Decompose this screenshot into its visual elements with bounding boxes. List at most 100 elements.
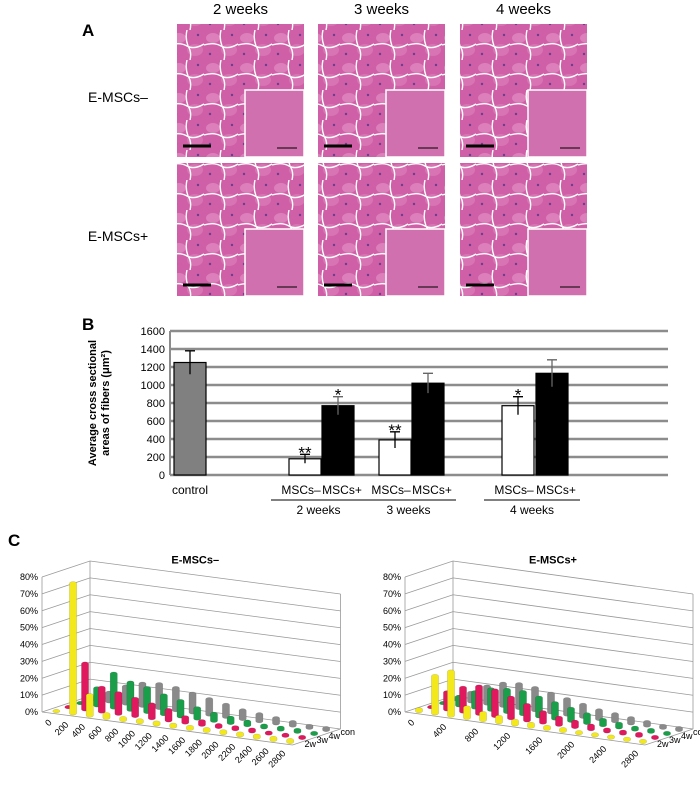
bar [148,702,156,721]
x-tick-label: 400 [69,722,87,740]
legend-label: 4w [329,731,341,741]
bar [293,728,302,734]
x-tick-label: 0 [43,717,54,728]
bar [571,719,579,729]
x-tick-label: MSCs– [371,483,411,497]
bar [226,715,235,725]
bar [238,708,247,721]
bar [495,715,503,725]
y-tick-label: 40% [20,640,38,650]
legend-label: 2w [305,739,317,749]
axis-line [292,728,341,746]
bar [322,726,330,732]
column-label: 3 weeks [354,1,409,18]
bar [619,729,627,736]
bar [169,722,178,729]
bar [479,711,487,722]
y-axis-label: Average cross sectional [87,340,99,466]
column-label: 4 weeks [496,1,551,18]
legend-label: con [341,727,356,737]
panel-label: C [8,531,20,550]
bar [152,720,161,727]
x-tick-label: 2800 [266,748,287,769]
grid-line [404,611,694,646]
x-tick-label: 2800 [619,748,640,769]
bar [260,723,268,730]
bar [587,723,595,732]
y-tick-label: 40% [383,640,401,650]
y-tick-label: 50% [383,623,401,633]
bar [611,712,619,724]
grid-line [404,594,694,629]
bar [136,718,144,725]
x-tick-label: MSCs+ [412,483,452,497]
y-tick-label: 10% [383,690,401,700]
bar [527,721,535,729]
bar [411,382,445,476]
column-label: 2 weeks [213,1,268,18]
bar [119,716,127,722]
bar [567,706,575,723]
bar [186,725,194,731]
micrograph-inset [527,89,588,158]
bar [415,707,423,714]
bar [575,730,583,736]
bar [288,720,297,728]
bar [603,727,611,734]
y-tick-label: 70% [20,589,38,599]
micrograph-inset [385,89,446,158]
y-tick-label: 1600 [141,326,165,338]
bar [97,685,106,714]
bar [535,372,569,476]
y-tick-label: 80% [383,572,401,582]
micrograph-inset [244,228,305,297]
y-tick-label: 1400 [141,344,165,356]
bar [264,730,273,736]
panel-label: B [82,315,94,334]
grid-line [404,628,694,662]
bar [69,581,77,716]
bar [627,716,635,726]
bar [463,705,471,720]
bar [231,725,240,732]
significance-label: * [515,386,522,405]
panel-a: A [82,21,94,40]
bar [52,709,61,714]
axis-line [41,711,293,746]
bar [543,725,551,731]
bar [243,719,252,728]
bar [595,708,603,721]
bar [511,718,519,727]
chart-title: E-MSCs+ [529,555,577,567]
significance-label: ** [298,443,312,462]
error-bar [423,372,433,394]
x-tick-label: 600 [86,724,104,742]
row-label: E-MSCs+ [88,228,148,244]
bar [248,727,256,734]
y-tick-label: 1200 [141,362,165,374]
y-tick-label: 70% [383,589,401,599]
bar [475,684,483,716]
y-tick-label: 600 [147,416,165,428]
bar [551,701,559,721]
bar [222,702,230,719]
bar [281,732,290,738]
y-tick-label: 200 [147,452,165,464]
bar [555,715,563,727]
bar [651,735,659,740]
bar [193,706,202,721]
error-bar [513,396,523,415]
grid-line [41,628,341,662]
significance-label: * [335,386,342,405]
panel-label: A [82,21,94,40]
bar [615,721,623,730]
bar [501,405,535,476]
bar [663,731,671,736]
legend-label: 4w [681,731,693,741]
bar [643,720,651,728]
error-bar [300,453,310,464]
y-tick-label: 1000 [141,380,165,392]
bar [583,712,591,725]
grid-line [41,577,341,612]
